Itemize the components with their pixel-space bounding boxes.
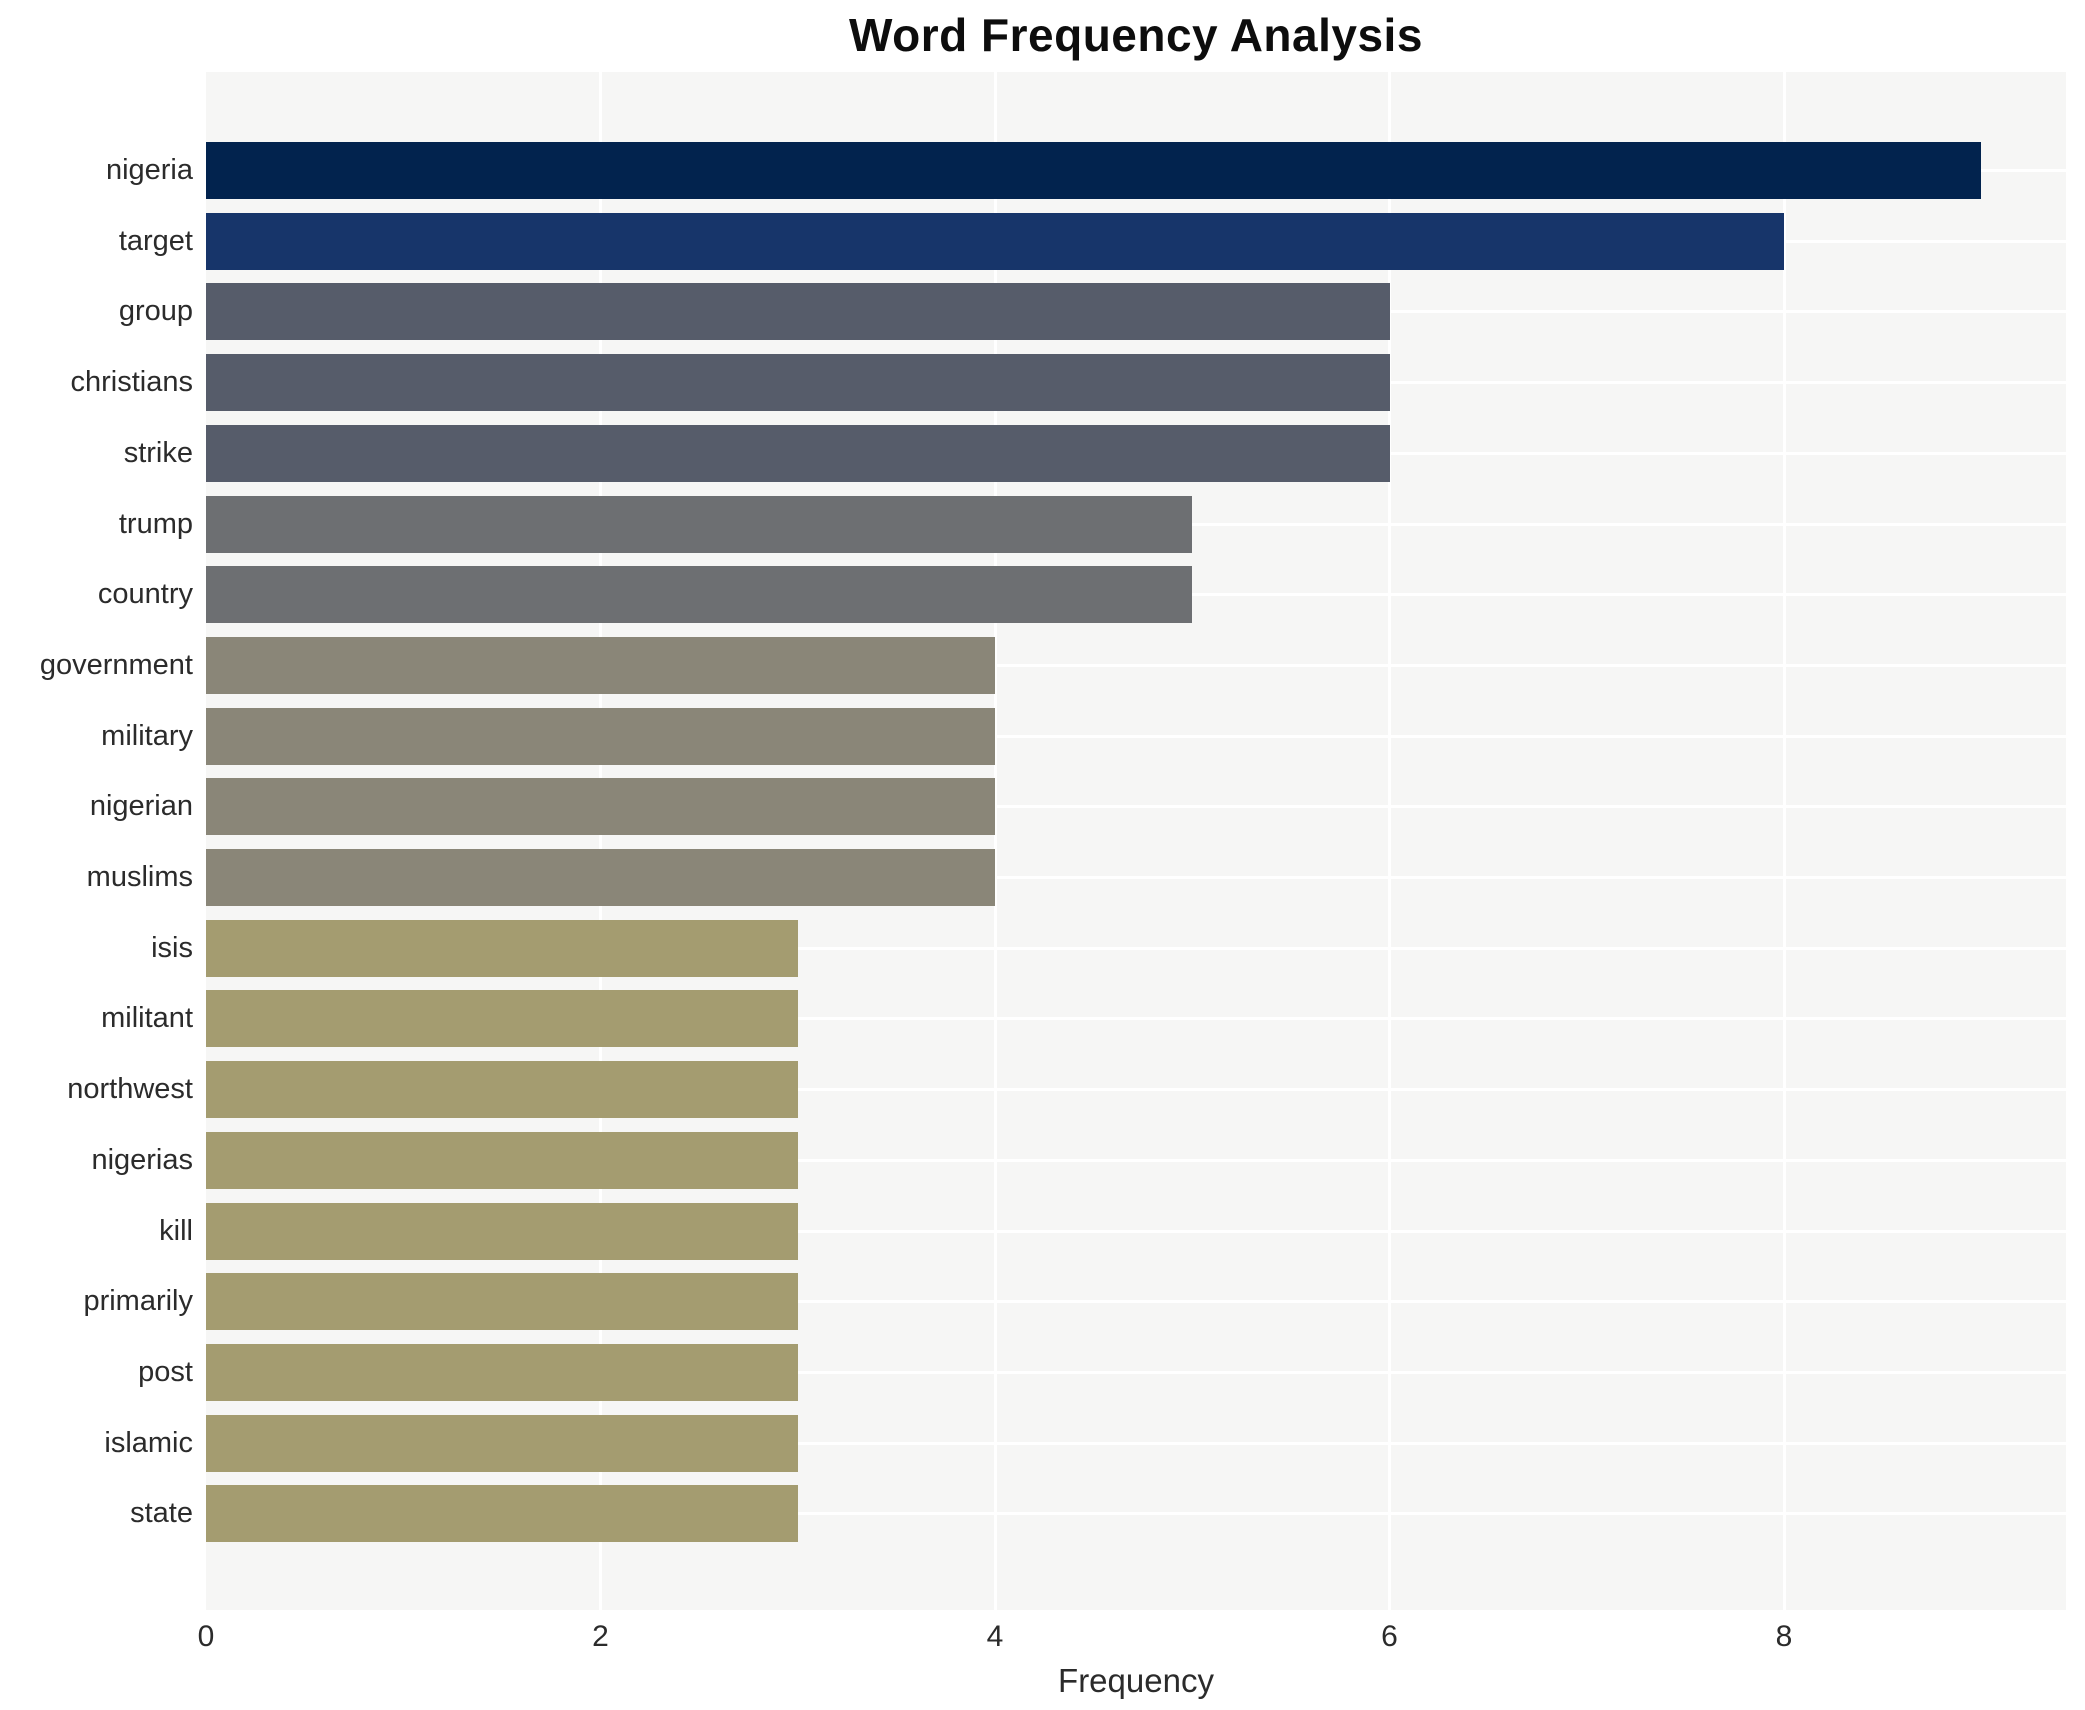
bar-christians — [206, 354, 1390, 412]
category-label-government: government — [39, 648, 193, 681]
x-tick-label: 8 — [1775, 1620, 1793, 1653]
category-label-muslims: muslims — [86, 861, 193, 893]
category-label-isis: isis — [151, 931, 193, 964]
y-gridline — [206, 805, 2066, 809]
bar-islamic — [206, 1414, 798, 1472]
category-label-militant: militant — [101, 1002, 193, 1035]
y-gridline — [206, 1441, 2066, 1445]
category-label-strike: strike — [123, 436, 193, 469]
bar-nigeria — [206, 142, 1982, 199]
y-gridline — [206, 1229, 2066, 1233]
category-label-military: military — [101, 719, 193, 752]
y-gridline — [206, 1370, 2066, 1374]
bar-isis — [206, 919, 798, 977]
category-label-primarily: primarily — [83, 1285, 193, 1318]
x-tick-label: 2 — [592, 1620, 609, 1653]
category-label-nigerias: nigerias — [91, 1143, 193, 1176]
bar-state — [206, 1485, 798, 1543]
category-label-country: country — [97, 578, 193, 611]
bar-militant — [206, 990, 798, 1048]
bar-group — [206, 283, 1390, 341]
category-label-islamic: islamic — [104, 1426, 193, 1459]
category-label-nigeria: nigeria — [105, 154, 193, 186]
x-gridline — [599, 72, 602, 1610]
x-gridline — [993, 72, 997, 1610]
bar-post — [206, 1343, 798, 1401]
bar-military — [206, 707, 995, 765]
y-gridline — [206, 1017, 2066, 1021]
category-label-group: group — [118, 295, 193, 328]
category-label-target: target — [118, 224, 193, 257]
x-tick-label: 4 — [986, 1620, 1004, 1653]
bar-trump — [206, 495, 1193, 553]
y-gridline — [206, 1512, 2066, 1516]
category-label-northwest: northwest — [67, 1073, 193, 1106]
bar-primarily — [206, 1273, 798, 1331]
category-label-trump: trump — [118, 507, 193, 540]
bar-northwest — [206, 1061, 798, 1119]
category-label-post: post — [138, 1355, 193, 1388]
x-tick-label: 6 — [1381, 1620, 1398, 1653]
category-label-kill: kill — [159, 1214, 193, 1247]
bar-country — [206, 566, 1193, 624]
bar-target — [206, 212, 1784, 270]
y-gridline — [206, 1088, 2066, 1092]
y-gridline — [206, 946, 2066, 950]
category-label-state: state — [130, 1497, 193, 1530]
bar-strike — [206, 424, 1390, 482]
y-gridline — [206, 1158, 2066, 1162]
bar-government — [206, 636, 995, 694]
x-gridline — [1782, 72, 1786, 1610]
chart-title: Word Frequency Analysis — [849, 9, 1423, 61]
bar-kill — [206, 1202, 798, 1260]
y-gridline — [206, 663, 2066, 667]
bar-nigerian — [206, 778, 995, 836]
bar-muslims — [206, 849, 995, 906]
x-gridline — [1388, 72, 1391, 1610]
y-gridline — [206, 1300, 2066, 1304]
y-gridline — [206, 734, 2066, 738]
category-label-christians: christians — [70, 366, 194, 399]
x-axis-label: Frequency — [1058, 1662, 1214, 1699]
category-label-nigerian: nigerian — [89, 790, 193, 823]
x-tick-label: 0 — [197, 1620, 215, 1653]
bar-nigerias — [206, 1131, 798, 1189]
y-gridline — [206, 876, 2066, 879]
